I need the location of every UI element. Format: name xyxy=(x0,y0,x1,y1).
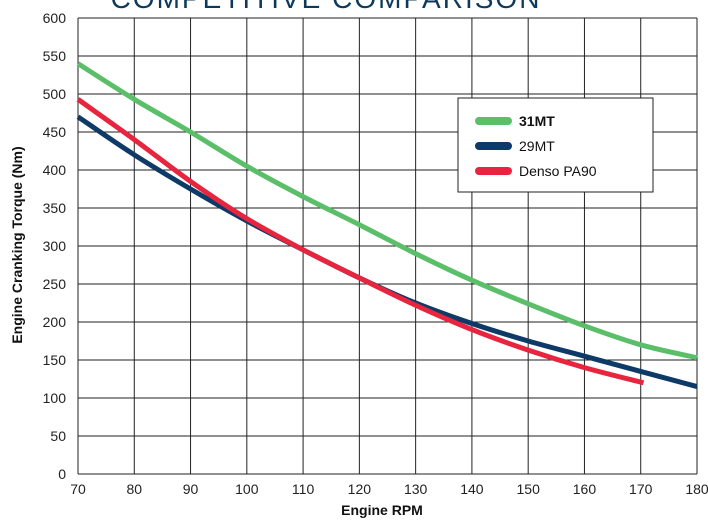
legend-label: Denso PA90 xyxy=(519,163,597,179)
y-axis-title: Engine Cranking Torque (Nm) xyxy=(9,146,25,343)
x-tick-label: 110 xyxy=(292,481,315,497)
legend: 31MT 29MT Denso PA90 xyxy=(457,97,654,193)
legend-label: 29MT xyxy=(519,138,555,154)
x-tick-label: 160 xyxy=(573,481,597,497)
y-tick-label: 250 xyxy=(43,276,67,292)
x-tick-label: 90 xyxy=(183,481,199,497)
series-line-denso-pa90 xyxy=(76,97,645,386)
y-tick-label: 500 xyxy=(43,86,67,102)
x-tick-label: 170 xyxy=(629,481,653,497)
y-tick-label: 0 xyxy=(58,466,66,482)
x-tick-label: 120 xyxy=(348,481,372,497)
x-tick-label: 100 xyxy=(235,481,259,497)
x-tick-label: 150 xyxy=(517,481,541,497)
series-lines xyxy=(76,61,698,390)
x-axis-ticks: 70 80 90 100 110 120 130 140 150 160 170 180 xyxy=(70,481,708,497)
y-tick-label: 300 xyxy=(43,238,67,254)
legend-label: 31MT xyxy=(519,113,555,129)
y-tick-label: 600 xyxy=(43,10,67,26)
y-tick-label: 400 xyxy=(43,162,67,178)
series-line-31mt xyxy=(76,61,698,361)
y-tick-label: 100 xyxy=(43,390,67,406)
y-axis-ticks: 0 50 100 150 200 250 300 350 400 450 500 550 600 xyxy=(43,10,67,482)
grid xyxy=(77,17,698,475)
x-tick-label: 140 xyxy=(460,481,484,497)
x-tick-label: 80 xyxy=(126,481,142,497)
y-tick-label: 50 xyxy=(50,428,66,444)
y-tick-label: 450 xyxy=(43,124,67,140)
chart-title: COMPETITIVE COMPARISON xyxy=(111,0,542,14)
y-tick-label: 200 xyxy=(43,314,67,330)
y-tick-label: 350 xyxy=(43,200,67,216)
x-axis-title: Engine RPM xyxy=(341,502,423,518)
y-tick-label: 150 xyxy=(43,352,67,368)
x-tick-label: 70 xyxy=(70,481,86,497)
y-tick-label: 550 xyxy=(43,48,67,64)
x-tick-label: 130 xyxy=(404,481,428,497)
x-tick-label: 180 xyxy=(685,481,708,497)
